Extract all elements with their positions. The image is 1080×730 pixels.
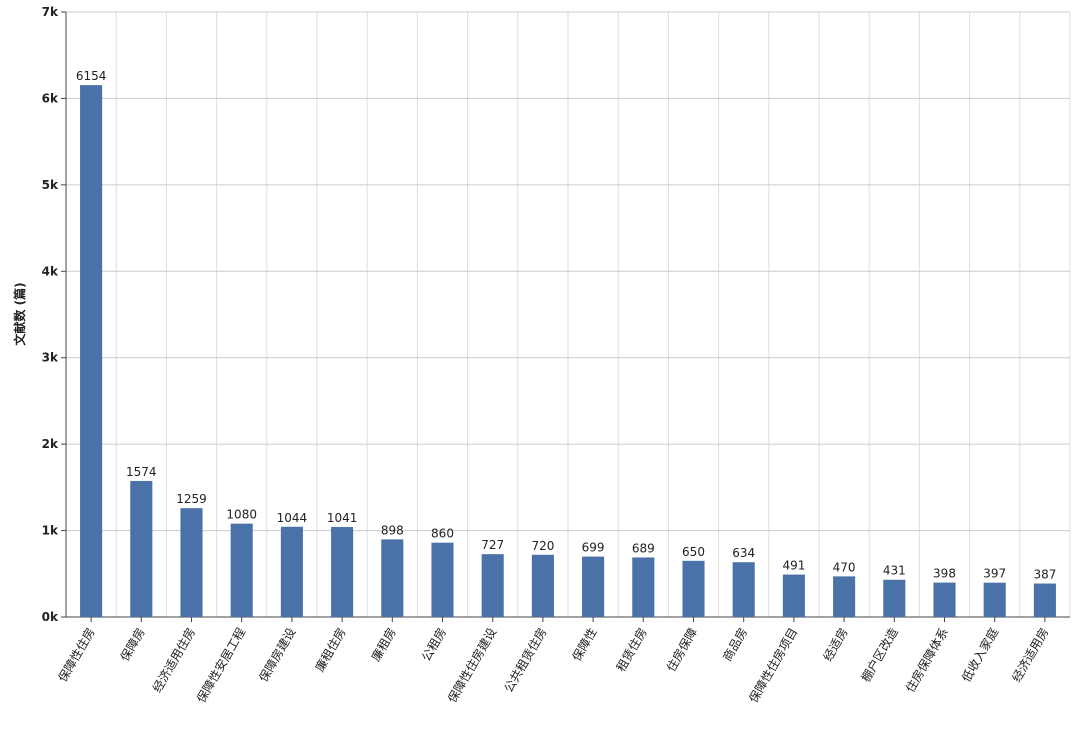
bar bbox=[331, 527, 354, 617]
value-label: 6154 bbox=[76, 69, 107, 83]
y-tick-label: 0k bbox=[42, 610, 59, 624]
y-tick-label: 7k bbox=[42, 5, 59, 19]
value-label: 650 bbox=[682, 545, 705, 559]
bar bbox=[230, 523, 253, 617]
bar bbox=[1033, 583, 1056, 617]
y-tick-label: 1k bbox=[42, 524, 59, 538]
x-tick-label: 公共租赁住房 bbox=[500, 625, 549, 695]
value-label: 470 bbox=[833, 560, 856, 574]
y-tick-label: 6k bbox=[42, 91, 59, 105]
y-tick-label: 4k bbox=[42, 264, 59, 278]
bar bbox=[130, 480, 153, 617]
bar bbox=[782, 574, 805, 617]
value-label: 1041 bbox=[327, 511, 358, 525]
x-tick-label: 住房保障体系 bbox=[902, 625, 951, 695]
bar bbox=[431, 542, 454, 617]
bar bbox=[180, 508, 203, 617]
bar bbox=[582, 556, 605, 617]
y-tick-label: 2k bbox=[42, 437, 59, 451]
x-tick-label: 保障性 bbox=[569, 625, 600, 664]
bar bbox=[682, 560, 705, 617]
x-tick-label: 经适房 bbox=[820, 625, 851, 664]
bar bbox=[983, 582, 1006, 617]
value-label: 387 bbox=[1033, 568, 1056, 582]
value-label: 898 bbox=[381, 523, 404, 537]
value-label: 431 bbox=[883, 564, 906, 578]
x-tick-label: 保障性住房建设 bbox=[444, 625, 499, 705]
bar bbox=[883, 579, 906, 617]
value-label: 1080 bbox=[226, 508, 257, 522]
x-tick-label: 保障性住房 bbox=[55, 625, 98, 684]
bar bbox=[531, 554, 554, 617]
bar bbox=[381, 539, 404, 617]
value-label: 398 bbox=[933, 567, 956, 581]
x-tick-label: 保障性住房项目 bbox=[745, 625, 800, 705]
x-tick-label: 棚户区改造 bbox=[858, 625, 901, 684]
x-tick-label: 经济适用住房 bbox=[149, 625, 198, 695]
value-label: 1044 bbox=[277, 511, 308, 525]
bar bbox=[632, 557, 655, 617]
x-tick-label: 租赁住房 bbox=[613, 625, 650, 674]
x-tick-label: 保障房建设 bbox=[255, 625, 298, 684]
x-tick-label: 保障房 bbox=[117, 625, 148, 664]
y-tick-label: 5k bbox=[42, 178, 59, 192]
x-tick-label: 公租房 bbox=[418, 625, 449, 664]
x-tick-label: 住房保障 bbox=[663, 625, 700, 674]
bar bbox=[833, 576, 856, 617]
x-tick-label: 商品房 bbox=[719, 625, 750, 664]
value-label: 860 bbox=[431, 527, 454, 541]
bar bbox=[280, 526, 303, 617]
y-tick-label: 3k bbox=[42, 351, 59, 365]
y-axis-label: 文献数 (篇) bbox=[12, 282, 27, 345]
value-label: 699 bbox=[582, 541, 605, 555]
value-label: 491 bbox=[782, 559, 805, 573]
value-label: 1259 bbox=[176, 492, 207, 506]
x-tick-label: 保障性安居工程 bbox=[193, 625, 248, 705]
value-label: 689 bbox=[632, 541, 655, 555]
bar bbox=[732, 562, 755, 617]
value-label: 634 bbox=[732, 546, 755, 560]
value-label: 397 bbox=[983, 567, 1006, 581]
x-tick-label: 低收入家庭 bbox=[958, 625, 1001, 684]
x-tick-label: 廉租房 bbox=[368, 625, 399, 664]
x-tick-label: 廉租住房 bbox=[312, 625, 349, 674]
bar bbox=[80, 85, 103, 617]
bar bbox=[481, 554, 504, 617]
bar bbox=[933, 582, 956, 617]
value-label: 720 bbox=[531, 539, 554, 553]
value-label: 1574 bbox=[126, 465, 157, 479]
value-label: 727 bbox=[481, 538, 504, 552]
x-tick-label: 经济适用房 bbox=[1008, 625, 1051, 684]
